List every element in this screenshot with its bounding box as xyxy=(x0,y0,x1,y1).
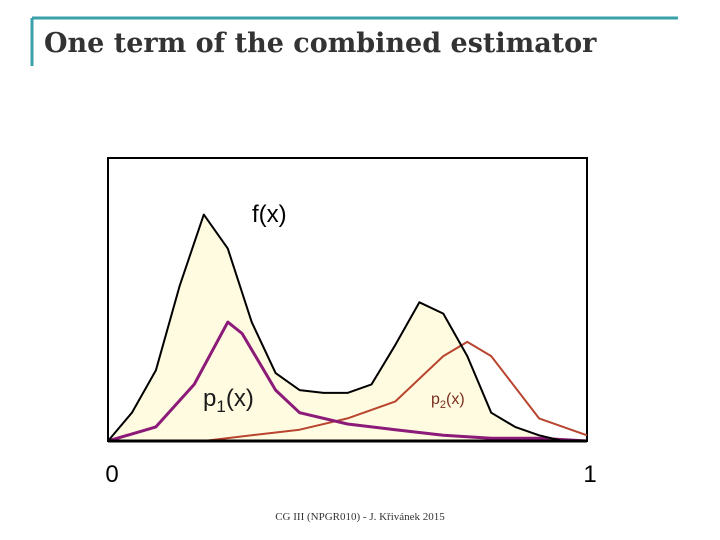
x-tick-label-0: 0 xyxy=(105,461,118,488)
p2-curve xyxy=(108,340,588,442)
p1-curve xyxy=(107,320,588,443)
p2-label-arg: (x) xyxy=(446,391,465,408)
p1-curve-label: p1(x) xyxy=(203,385,254,416)
p2-label-main: p xyxy=(431,391,440,408)
curves-layer xyxy=(107,213,588,443)
f-curve xyxy=(107,213,587,442)
f-curve-fill xyxy=(108,214,587,441)
p2-label-sub: 2 xyxy=(440,399,446,411)
p1-label-main: p xyxy=(203,385,216,412)
p2-curve-label: p2(x) xyxy=(431,391,465,411)
x-tick-label-1: 1 xyxy=(583,461,596,488)
title-frame xyxy=(30,16,678,66)
p1-label-sub: 1 xyxy=(216,397,225,416)
slide-footer: CG III (NPGR010) - J. Křivánek 2015 xyxy=(275,511,445,523)
f-curve-label: f(x) xyxy=(252,201,287,228)
p1-label-arg: (x) xyxy=(226,385,254,412)
slide-title: One term of the combined estimator xyxy=(44,28,597,59)
